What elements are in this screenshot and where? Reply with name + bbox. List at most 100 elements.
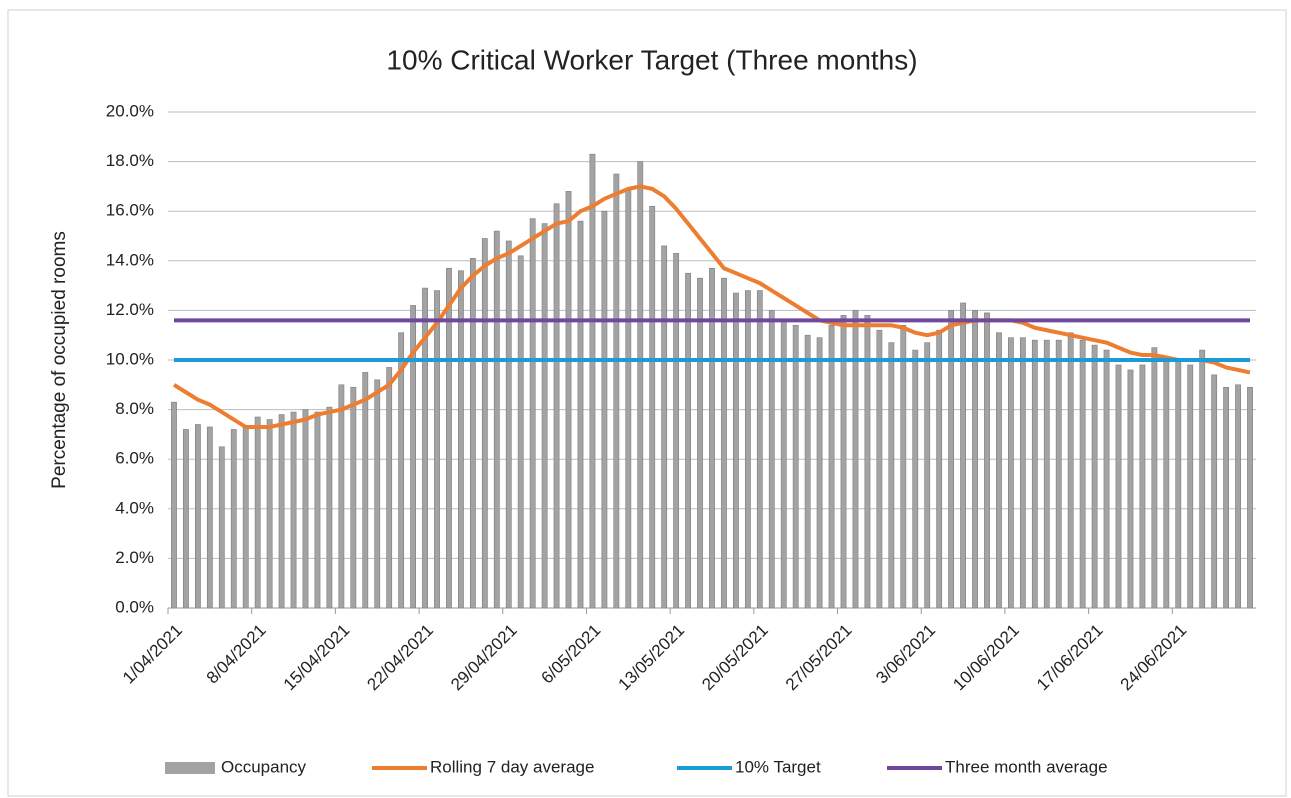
bar — [338, 384, 345, 609]
bar — [529, 218, 536, 609]
bar — [1019, 337, 1026, 609]
bar — [302, 409, 309, 609]
bar — [493, 230, 500, 609]
bar — [1079, 339, 1086, 609]
bar — [194, 424, 201, 609]
legend-label: 10% Target — [735, 757, 821, 776]
bar — [1127, 369, 1134, 609]
bar — [577, 220, 584, 609]
bar — [278, 414, 285, 609]
bar — [410, 305, 416, 609]
bar — [481, 238, 488, 609]
bar — [589, 153, 596, 609]
bar — [1151, 347, 1158, 609]
legend-label: Three month average — [945, 757, 1108, 776]
bar — [386, 367, 393, 609]
y-tick-label: 0.0% — [115, 597, 154, 616]
y-tick-label: 12.0% — [106, 300, 154, 319]
bar — [326, 406, 333, 609]
bar — [1235, 384, 1241, 609]
bar — [900, 324, 907, 609]
bar — [398, 332, 405, 609]
legend-swatch — [165, 762, 215, 774]
bar — [864, 315, 871, 609]
bar — [1043, 339, 1050, 609]
bar — [362, 372, 369, 609]
bar — [912, 349, 919, 609]
y-tick-label: 18.0% — [106, 151, 154, 170]
bar — [721, 277, 727, 609]
bar — [661, 245, 668, 609]
bar — [434, 290, 440, 609]
legend-label: Rolling 7 day average — [430, 757, 594, 776]
bar — [218, 446, 225, 609]
bar — [709, 267, 715, 609]
y-tick-label: 20.0% — [106, 101, 154, 120]
bar — [242, 426, 249, 609]
bar — [374, 379, 381, 609]
bar — [685, 272, 691, 609]
bar — [314, 411, 321, 609]
bar — [613, 173, 620, 609]
bar — [350, 386, 357, 609]
y-tick-label: 8.0% — [115, 399, 154, 418]
bar — [266, 419, 273, 609]
bar — [541, 223, 548, 609]
bar — [458, 270, 464, 609]
bar — [1223, 386, 1230, 609]
bar — [446, 267, 452, 609]
bar — [1199, 349, 1206, 609]
bar — [816, 337, 823, 609]
bar — [171, 401, 177, 609]
bar — [290, 411, 297, 609]
bar — [1103, 349, 1110, 609]
y-tick-label: 14.0% — [106, 250, 154, 269]
bar — [972, 310, 978, 609]
bar — [625, 188, 632, 609]
bar — [1187, 364, 1194, 609]
bar — [948, 310, 955, 609]
bar — [673, 253, 680, 609]
bar — [840, 315, 847, 609]
bar — [1139, 364, 1146, 609]
bar — [1163, 357, 1170, 609]
bar — [1211, 374, 1218, 609]
bar — [1055, 339, 1062, 609]
legend-label: Occupancy — [221, 757, 307, 776]
bar — [1067, 332, 1074, 609]
bar — [768, 310, 775, 609]
chart-title: 10% Critical Worker Target (Three months… — [386, 44, 917, 75]
bar — [230, 429, 237, 609]
y-tick-label: 16.0% — [106, 201, 154, 220]
bar — [183, 429, 189, 609]
bar — [553, 203, 560, 609]
bar — [804, 334, 811, 609]
bar — [960, 302, 966, 609]
bar — [876, 329, 883, 609]
bar — [936, 329, 943, 609]
bar — [637, 161, 644, 609]
bar — [517, 255, 524, 609]
bar — [733, 292, 739, 609]
bar — [1008, 337, 1014, 609]
bar — [888, 342, 895, 609]
bar — [1175, 359, 1182, 609]
bar — [601, 210, 608, 609]
bar — [697, 277, 703, 609]
y-tick-label: 6.0% — [115, 449, 154, 468]
y-tick-label: 4.0% — [115, 498, 154, 517]
bar — [744, 290, 751, 609]
bar — [649, 205, 656, 609]
bar — [469, 258, 476, 609]
y-tick-label: 10.0% — [106, 349, 154, 368]
bar — [422, 287, 428, 609]
bar — [852, 310, 859, 609]
y-tick-label: 2.0% — [115, 548, 154, 567]
bar — [565, 191, 572, 609]
bar — [1091, 344, 1098, 609]
bar — [505, 240, 512, 609]
bar — [206, 426, 213, 609]
bar — [780, 320, 787, 609]
line-series — [172, 184, 1251, 429]
